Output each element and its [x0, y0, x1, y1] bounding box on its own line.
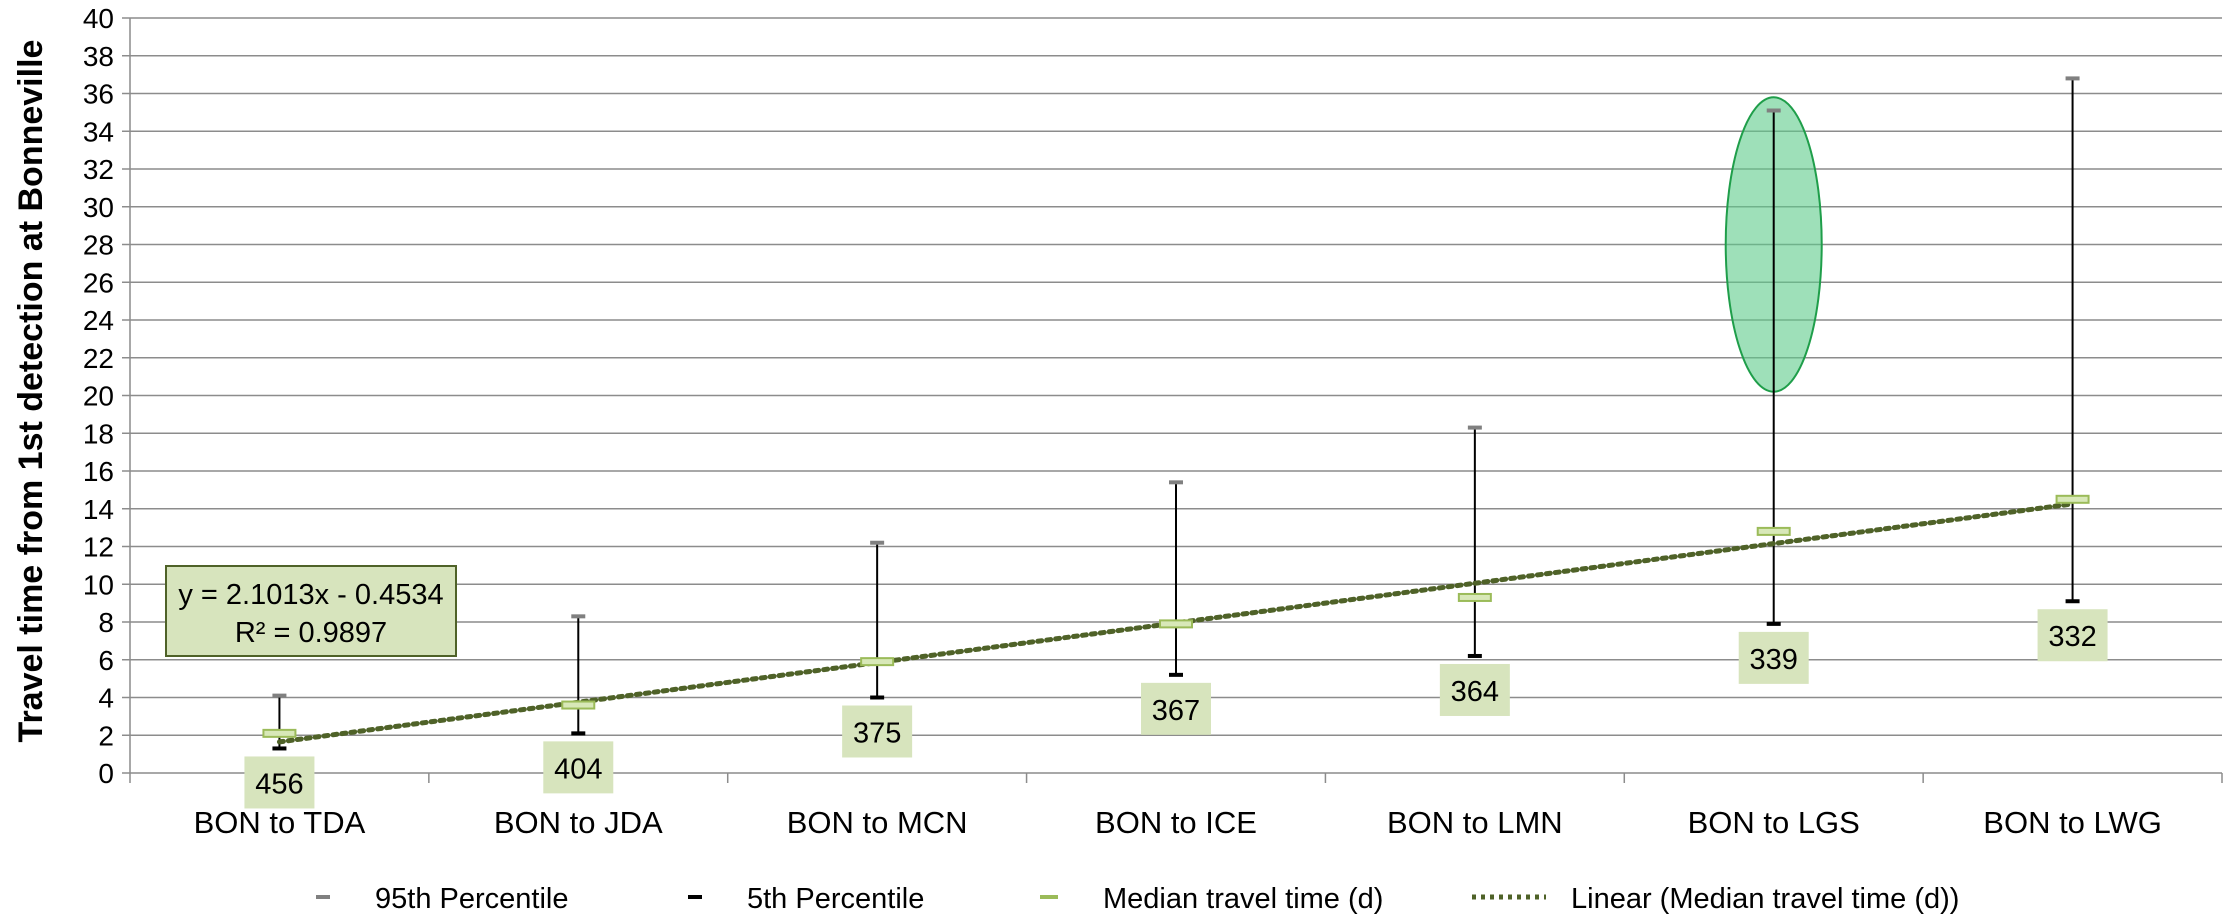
y-tick-label-38: 38 — [83, 41, 114, 72]
median-marker-4 — [1457, 592, 1492, 602]
whiskers — [272, 76, 2080, 751]
x-tick-label-6: BON to LWG — [1983, 805, 2162, 840]
count-box-0 — [244, 756, 315, 809]
median-marker-3 — [1159, 619, 1193, 629]
y-tick-label-32: 32 — [83, 154, 114, 185]
median-marker-2 — [860, 657, 895, 667]
x-tick-label-3: BON to ICE — [1095, 805, 1257, 840]
x-tick-label-1: BON to JDA — [494, 805, 663, 840]
count-box-1 — [543, 741, 614, 794]
y-tick-label-14: 14 — [83, 494, 114, 525]
legend-item-median: Median travel time (d) — [1040, 883, 1383, 915]
y-tick-label-30: 30 — [83, 192, 114, 223]
count-label-6: 332 — [2048, 621, 2096, 653]
x-tick-label-4: BON to LMN — [1387, 805, 1563, 840]
count-box-2 — [842, 705, 913, 758]
legend-item-p95: 95th Percentile — [316, 883, 568, 915]
legend: 95th Percentile 5th Percentile Median tr… — [316, 883, 1959, 915]
count-label-5: 339 — [1750, 644, 1798, 676]
y-tick-label-36: 36 — [83, 79, 114, 110]
median-markers — [262, 494, 2090, 738]
y-tick-label-10: 10 — [83, 569, 114, 600]
median-marker-1 — [561, 700, 596, 710]
trend-equation: y = 2.1013x - 0.4534 — [178, 579, 443, 611]
count-label-0: 456 — [255, 768, 303, 800]
median-marker-5 — [1756, 526, 1791, 536]
y-tick-label-26: 26 — [83, 267, 114, 298]
y-tick-label-18: 18 — [83, 418, 114, 449]
trend-r2: R² = 0.9897 — [235, 617, 387, 649]
count-label-4: 364 — [1451, 676, 1499, 708]
median-marker-6 — [2055, 494, 2090, 504]
y-axis-label: Travel time from 1st detection at Bonnev… — [12, 40, 50, 743]
x-tick-label-0: BON to TDA — [194, 805, 366, 840]
x-tick-label-2: BON to MCN — [787, 805, 968, 840]
y-tick-label-2: 2 — [98, 720, 114, 751]
legend-label-p5: 5th Percentile — [747, 883, 924, 915]
y-tick-label-28: 28 — [83, 230, 114, 261]
legend-label-trend: Linear (Median travel time (d)) — [1571, 883, 1959, 915]
legend-item-trend: Linear (Median travel time (d)) — [1472, 883, 1959, 915]
count-box-4 — [1439, 663, 1510, 716]
legend-label-median: Median travel time (d) — [1103, 883, 1383, 915]
count-box-6 — [2037, 609, 2108, 662]
y-tick-label-6: 6 — [98, 645, 114, 676]
x-tick-label-5: BON to LGS — [1688, 805, 1860, 840]
median-marker-0 — [262, 728, 297, 738]
y-tick-label-34: 34 — [83, 116, 114, 147]
y-tick-label-8: 8 — [98, 607, 114, 638]
gridlines — [130, 17, 2222, 736]
y-tick-label-4: 4 — [98, 683, 114, 714]
count-label-1: 404 — [554, 753, 602, 785]
count-label-3: 367 — [1152, 695, 1200, 727]
x-tick-labels: BON to TDA BON to JDA BON to MCN BON to ICE… — [194, 805, 2162, 840]
y-tick-label-24: 24 — [83, 305, 114, 336]
y-tick-label-22: 22 — [83, 343, 114, 374]
y-tick-label-12: 12 — [83, 532, 114, 563]
y-tick-label-16: 16 — [83, 456, 114, 487]
count-label-2: 375 — [853, 718, 901, 750]
axes — [122, 17, 2223, 783]
equation-box-bg — [165, 565, 457, 657]
count-box-5 — [1738, 631, 1809, 684]
count-box-3 — [1141, 682, 1211, 735]
legend-item-p5: 5th Percentile — [688, 883, 924, 915]
trendline-equation-box: y = 2.1013x - 0.4534 R² = 0.9897 — [165, 565, 457, 657]
y-tick-label-40: 40 — [83, 3, 114, 34]
y-tick-label-0: 0 — [98, 758, 114, 789]
count-labels: 456 404 375 367 364 339 332 — [244, 609, 2108, 809]
legend-label-p95: 95th Percentile — [375, 883, 568, 915]
y-tick-label-20: 20 — [83, 381, 114, 412]
